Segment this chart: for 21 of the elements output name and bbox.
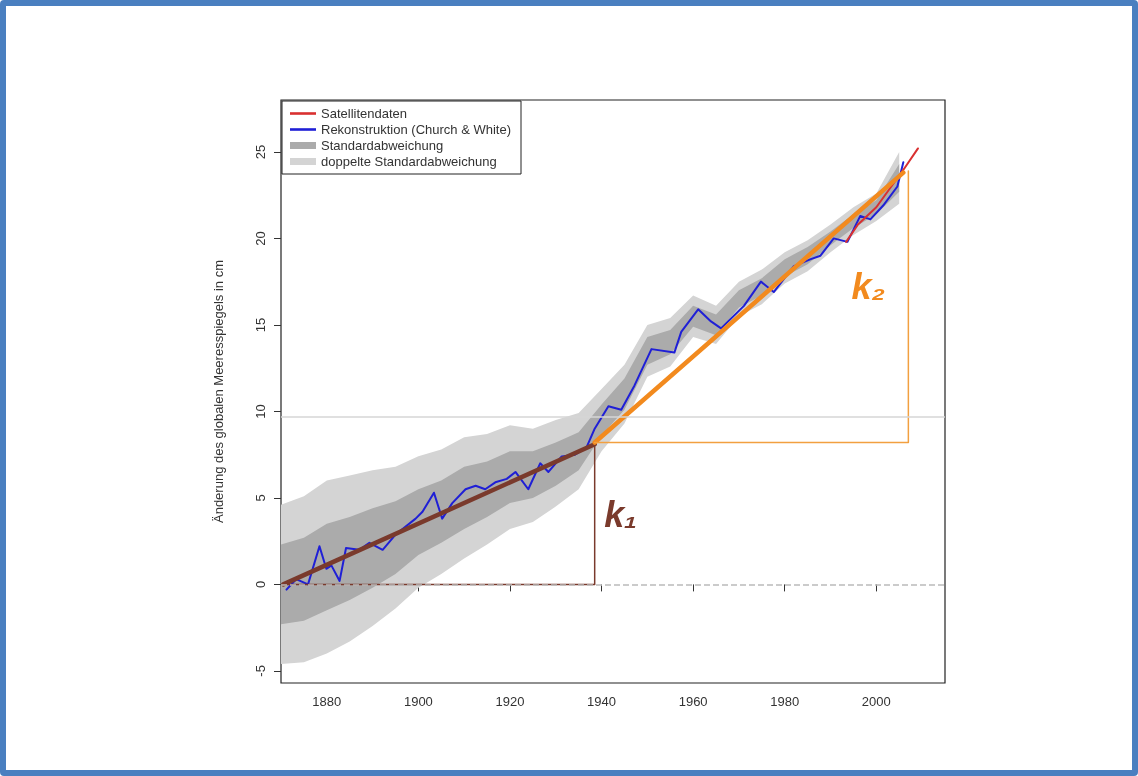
y-tick-label: 0 (253, 580, 268, 589)
x-tick-label: 1940 (587, 694, 617, 709)
x-tick-label: 1920 (495, 694, 525, 709)
y-tick-label: 20 (253, 231, 268, 246)
legend-label: doppelte Standardabweichung (321, 154, 497, 169)
y-tick-label: 10 (253, 404, 268, 419)
x-tick-label: 1900 (403, 694, 433, 709)
x-tick-label: 1980 (770, 694, 800, 709)
annotation: k₂ (851, 266, 886, 308)
y-tick-label: 25 (253, 144, 268, 160)
x-tick-label: 1880 (312, 694, 342, 709)
y-tick-label: -5 (253, 665, 268, 677)
x-tick-label: 2000 (861, 694, 891, 709)
legend-label: Satellitendaten (321, 106, 408, 121)
annotation: k₁ (604, 493, 638, 535)
x-tick-label: 1960 (678, 694, 708, 709)
y-tick-label: 15 (253, 317, 268, 333)
y-axis-title: Änderung des globalen Meeresspiegels in cm (211, 259, 226, 524)
legend-label: Rekonstruktion (Church & White) (321, 122, 512, 137)
y-tick-label: 5 (253, 494, 268, 502)
legend-label: Standardabweichung (321, 138, 444, 153)
